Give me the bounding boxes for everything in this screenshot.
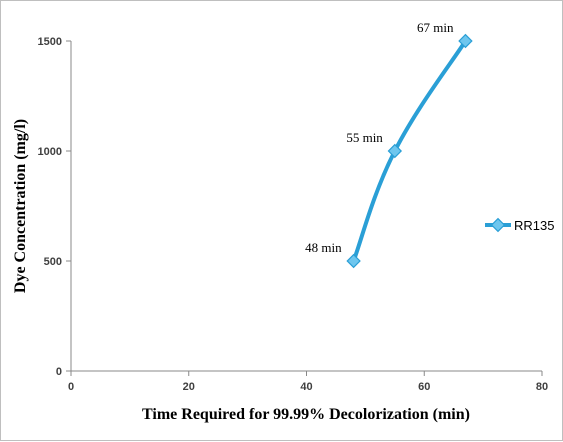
legend: RR135	[485, 217, 554, 233]
legend-label: RR135	[514, 218, 554, 233]
series-rr135	[346, 33, 473, 269]
data-point-marker	[458, 33, 473, 49]
data-point-marker	[346, 253, 361, 269]
y-tick-label: 0	[56, 366, 62, 378]
x-tick-label: 0	[68, 381, 74, 393]
data-label: 55 min	[346, 130, 383, 145]
x-tick-label: 20	[183, 381, 195, 393]
x-tick-label: 80	[536, 381, 548, 393]
data-label: 48 min	[305, 240, 342, 255]
y-tick-label: 500	[44, 256, 62, 268]
x-tick-label: 60	[418, 381, 430, 393]
y-tick-label: 1000	[38, 146, 62, 158]
data-label: 67 min	[417, 20, 454, 35]
legend-marker-diamond	[490, 217, 506, 233]
data-point-marker	[387, 143, 403, 159]
x-tick-labels: 0 20 40 60 80	[68, 371, 548, 393]
data-labels: 48 min 55 min 67 min	[305, 20, 454, 255]
y-axis-title: Dye Concentration (mg/l)	[12, 119, 29, 293]
series-line	[351, 39, 468, 263]
x-axis-title: Time Required for 99.99% Decolorization …	[142, 406, 470, 423]
y-tick-labels: 0 500 1000 1500	[38, 36, 71, 378]
y-tick-label: 1500	[38, 36, 62, 48]
x-tick-label: 40	[300, 381, 312, 393]
